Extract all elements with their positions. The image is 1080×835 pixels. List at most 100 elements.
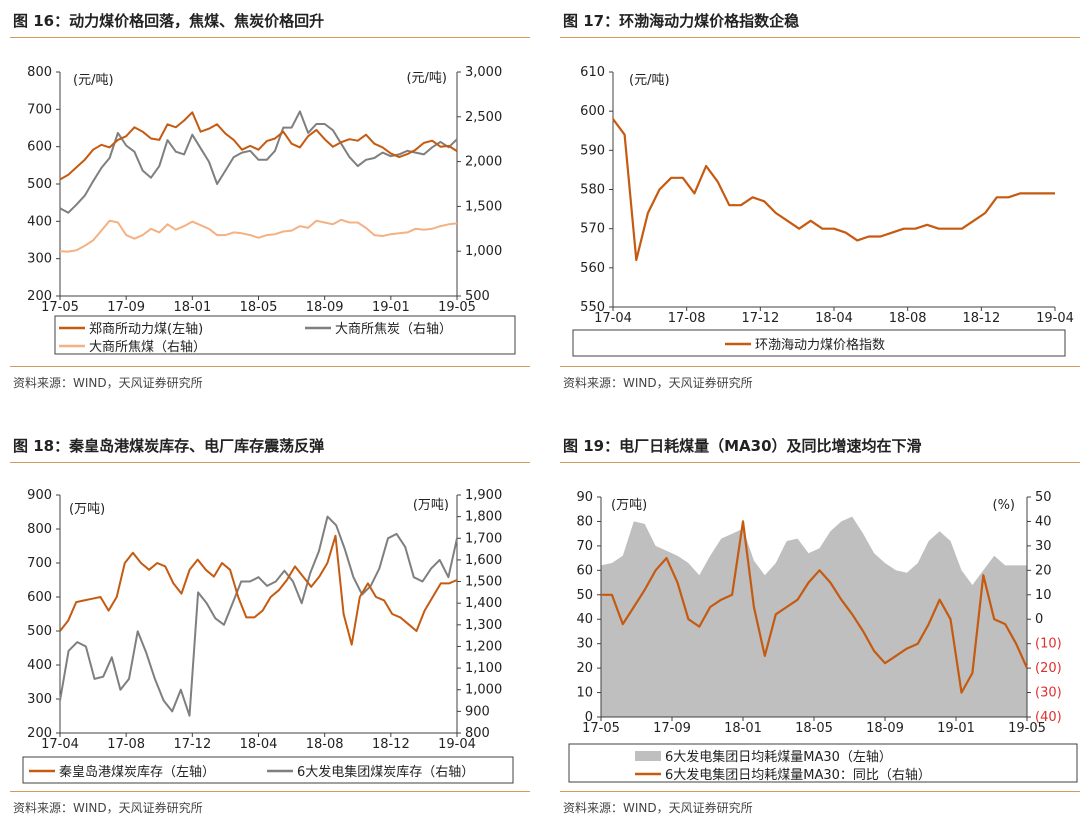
y-tick-label-left: 70 (576, 539, 593, 554)
y-tick-label-left: 80 (576, 514, 593, 529)
chart-1: 200 300 400 500 600 700 800 500 1,000 1,500 2,000 2… (27, 65, 516, 355)
legend (568, 743, 1078, 783)
y-tick-label-right: 1,000 (465, 683, 502, 698)
x-tick-label: 18-01 (724, 721, 762, 736)
y-tick-label-right: 40 (1035, 514, 1052, 529)
y-tick-label-right: 3,000 (465, 65, 502, 80)
y-tick-label-right: 1,000 (465, 244, 502, 259)
series-line (59, 110, 458, 214)
y-tick-label-right: 1,600 (465, 553, 502, 568)
x-tick-label: 17-08 (107, 737, 145, 752)
y-tick-label-right: 900 (465, 704, 490, 719)
source-note: 资料来源：WIND，天风证券研究所 (13, 801, 203, 815)
x-tick-label: 17-04 (41, 737, 79, 752)
y-tick-label-left: 550 (580, 300, 605, 315)
x-tick-label: 17-05 (41, 300, 79, 315)
series-line (59, 515, 458, 717)
unit-label-right: (万吨) (413, 498, 449, 513)
x-tick-label: 17-04 (594, 311, 632, 326)
y-tick-label-right: 1,200 (465, 639, 502, 654)
y-tick-label-left: 60 (576, 563, 593, 578)
x-tick-label: 18-09 (866, 721, 904, 736)
y-tick-label-left: 560 (580, 261, 605, 276)
x-tick-label: 18-01 (173, 300, 211, 315)
source-note: 资料来源：WIND，天风证券研究所 (563, 801, 753, 815)
x-tick-label: 18-12 (372, 737, 410, 752)
title-rule (10, 37, 530, 38)
chart-title: 图 16：动力煤价格回落，焦煤、焦炭价格回升 (13, 12, 325, 30)
y-tick-label-left: 200 (27, 726, 52, 741)
y-tick-label-left: 800 (27, 65, 52, 80)
chart-panel-1: 图 16：动力煤价格回落，焦煤、焦炭价格回升 200 300 400 500 600 70… (5, 0, 535, 410)
y-tick-label-left: 700 (27, 102, 52, 117)
series-line (59, 111, 458, 181)
x-tick-label: 17-05 (582, 721, 620, 736)
chart-2: 550 560 570 580 590 600 610 17-04 17-08 17-12 18-0… (572, 65, 1074, 357)
legend-label: 6大发电集团日均耗煤量MA30（左轴） (665, 749, 892, 765)
y-tick-label-left: 580 (580, 183, 605, 198)
unit-label-left: (万吨) (69, 502, 105, 517)
y-tick-label-right: 800 (465, 726, 490, 741)
y-tick-label-right: (10) (1035, 637, 1062, 652)
x-tick-label: 19-01 (937, 721, 975, 736)
unit-label-left: (万吨) (611, 498, 647, 513)
source-note: 资料来源：WIND，天风证券研究所 (13, 376, 203, 390)
x-tick-label: 17-08 (668, 311, 706, 326)
series-area (601, 516, 1027, 717)
y-tick-label-left: 700 (27, 556, 52, 571)
legend (54, 315, 516, 355)
y-tick-label-right: 10 (1035, 588, 1052, 603)
x-tick-label: 17-09 (107, 300, 145, 315)
y-tick-label-right: 30 (1035, 539, 1052, 554)
y-tick-label-left: 590 (580, 143, 605, 158)
y-tick-label-left: 200 (27, 289, 52, 304)
y-tick-label-left: 610 (580, 65, 605, 80)
y-tick-label-right: 500 (465, 289, 490, 304)
y-tick-label-right: 2,500 (465, 110, 502, 125)
y-tick-label-right: (30) (1035, 686, 1062, 701)
x-tick-label: 18-08 (306, 737, 344, 752)
title-rule (10, 462, 530, 463)
legend-label: 环渤海动力煤价格指数 (755, 337, 885, 353)
y-tick-label-left: 40 (576, 612, 593, 627)
y-tick-label-left: 900 (27, 488, 52, 503)
x-tick-label: 18-09 (306, 300, 344, 315)
y-tick-label-left: 0 (585, 710, 593, 725)
legend-label: 郑商所动力煤(左轴) (89, 322, 203, 337)
legend-label: 大商所焦煤（右轴） (89, 340, 206, 355)
y-tick-label-left: 10 (576, 686, 593, 701)
y-tick-label-right: 1,900 (465, 488, 502, 503)
x-tick-label: 19-05 (438, 300, 476, 315)
y-tick-label-right: (20) (1035, 661, 1062, 676)
series-line (59, 534, 458, 646)
x-tick-label: 18-05 (795, 721, 833, 736)
series-line (612, 118, 1055, 262)
y-tick-label-right: (40) (1035, 710, 1062, 725)
y-tick-label-left: 90 (576, 490, 593, 505)
x-tick-label: 19-05 (1008, 721, 1046, 736)
source-rule (10, 791, 530, 792)
x-tick-label: 18-12 (962, 311, 1000, 326)
legend-label: 6大发电集团日均耗煤量MA30：同比（右轴） (665, 767, 931, 783)
title-rule (560, 37, 1080, 38)
legend-label: 秦皇岛港煤炭库存（左轴） (59, 764, 215, 780)
y-tick-label-right: 50 (1035, 490, 1052, 505)
y-tick-label-left: 20 (576, 661, 593, 676)
legend-label: 大商所焦炭（右轴） (335, 322, 452, 337)
x-tick-label: 19-04 (438, 737, 476, 752)
y-tick-label-left: 400 (27, 658, 52, 673)
series-line (59, 218, 458, 253)
chart-3: 200 300 400 500 600 700 800 900 800 900 1,000 1,100… (22, 488, 514, 784)
unit-label-right: (%) (993, 498, 1016, 513)
x-tick-label: 17-12 (741, 311, 779, 326)
y-tick-label-right: 0 (1035, 612, 1043, 627)
series-line (601, 520, 1029, 694)
x-tick-label: 18-08 (889, 311, 927, 326)
y-tick-label-right: 1,800 (465, 510, 502, 525)
y-tick-label-left: 600 (580, 104, 605, 119)
source-note: 资料来源：WIND，天风证券研究所 (563, 376, 753, 390)
title-rule (560, 462, 1080, 463)
chart-title: 图 18：秦皇岛港煤炭库存、电厂库存震荡反弹 (13, 437, 325, 455)
y-tick-label-left: 400 (27, 214, 52, 229)
legend (572, 329, 1066, 357)
